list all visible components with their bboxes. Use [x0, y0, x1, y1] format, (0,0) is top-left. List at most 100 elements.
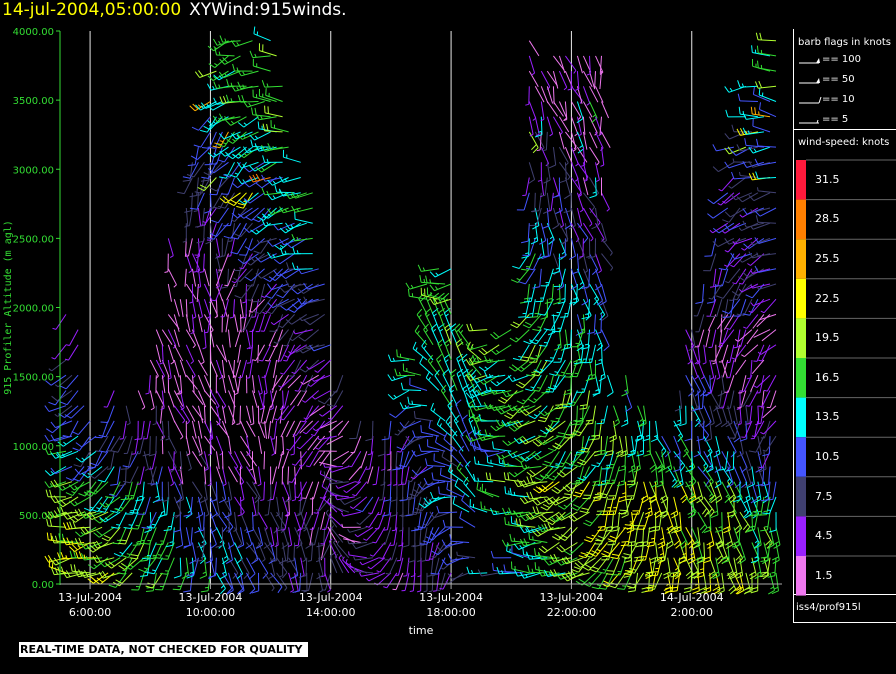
wind-barb [73, 451, 91, 468]
wind-barb [597, 512, 608, 532]
wind-barb [648, 481, 657, 503]
wind-barb [279, 268, 301, 280]
wind-barb [167, 405, 176, 423]
wind-barb [760, 542, 771, 562]
wind-barb [268, 557, 276, 580]
wind-barb [209, 481, 218, 502]
wind-barb [734, 344, 741, 363]
wind-barb [553, 283, 561, 305]
wind-barb [268, 268, 289, 282]
wind-barb [490, 329, 512, 340]
wind-barb [356, 511, 374, 525]
wind-barb [721, 359, 728, 378]
wind-barb [123, 466, 139, 484]
wind-barb [559, 162, 567, 184]
wind-barb [692, 527, 701, 549]
wind-barb [696, 420, 705, 442]
wind-barb [601, 101, 610, 119]
wind-barb [591, 207, 599, 230]
wind-barb [333, 450, 350, 461]
wind-barb [752, 314, 765, 329]
wind-barb [731, 527, 741, 548]
wind-barb [554, 329, 562, 351]
wind-barb [221, 359, 225, 378]
wind-barb [52, 314, 67, 330]
wind-barb [258, 88, 277, 102]
wind-barb [237, 207, 259, 219]
wind-barb [80, 526, 103, 535]
wind-barb [348, 551, 367, 559]
wind-barb [205, 542, 213, 564]
wind-barb [739, 171, 758, 178]
wind-barb [490, 344, 512, 355]
wind-barb [547, 374, 566, 391]
wind-barb [383, 512, 392, 531]
wind-barb [433, 572, 440, 592]
wind-barb [636, 436, 645, 457]
wind-barb [552, 86, 555, 105]
wind-barb [187, 147, 199, 166]
wind-barb [748, 435, 765, 453]
wind-barb [312, 390, 331, 400]
wind-barb [284, 344, 302, 358]
wind-barb [631, 496, 645, 515]
wind-barb [267, 481, 272, 502]
wind-barb [193, 131, 211, 148]
wind-barb [215, 405, 221, 426]
wind-barb [294, 481, 308, 499]
wind-barb [673, 451, 681, 472]
wind-barb [430, 557, 446, 575]
wind-barb [359, 557, 380, 566]
wind-barb [542, 451, 560, 467]
wind-barb [411, 449, 434, 457]
wind-barb [80, 511, 103, 519]
wind-barb [216, 268, 223, 286]
wind-barb [455, 399, 464, 422]
wind-barb [300, 374, 319, 385]
wind-barb [478, 359, 500, 372]
wind-barb [752, 87, 771, 102]
wind-barb [191, 451, 203, 467]
wind-barb [558, 116, 570, 133]
wind-barb [753, 329, 771, 338]
wind-barb [234, 329, 241, 348]
wind-barb [155, 572, 169, 591]
wind-barb [558, 146, 569, 166]
wind-barb [353, 567, 373, 574]
speed-bin-label: 28.5 [815, 212, 840, 226]
wind-barb [589, 177, 597, 199]
wind-barb [243, 161, 265, 173]
wind-barb [209, 177, 223, 196]
wind-barb [348, 466, 362, 481]
wind-barb [260, 314, 272, 332]
wind-barb [599, 283, 607, 306]
wind-barb [319, 481, 332, 499]
wind-barb [48, 359, 67, 372]
wind-barb [704, 420, 713, 442]
wind-barb [591, 451, 608, 468]
wind-barb [706, 451, 714, 473]
wind-barb [131, 572, 145, 591]
wind-barb [84, 496, 103, 512]
wind-barb [317, 435, 337, 441]
wind-barb [399, 420, 422, 429]
wind-barb [452, 496, 470, 513]
wind-barb [768, 572, 775, 595]
wind-barb [466, 566, 488, 575]
wind-barb [392, 451, 404, 471]
wind-barb [161, 329, 173, 345]
wind-barb [707, 314, 717, 331]
wind-barb [719, 329, 735, 345]
wind-barb [111, 527, 127, 545]
wind-barb [269, 481, 278, 501]
wind-barb [730, 192, 753, 201]
wind-barb [752, 118, 771, 133]
wind-barb [93, 511, 115, 524]
wind-barb [152, 542, 169, 559]
wind-barb [239, 238, 253, 256]
wind-barb [296, 496, 302, 517]
wind-barb [754, 237, 777, 244]
wind-barb [234, 557, 244, 580]
wind-barb [387, 451, 392, 471]
wind-barb [249, 161, 271, 172]
